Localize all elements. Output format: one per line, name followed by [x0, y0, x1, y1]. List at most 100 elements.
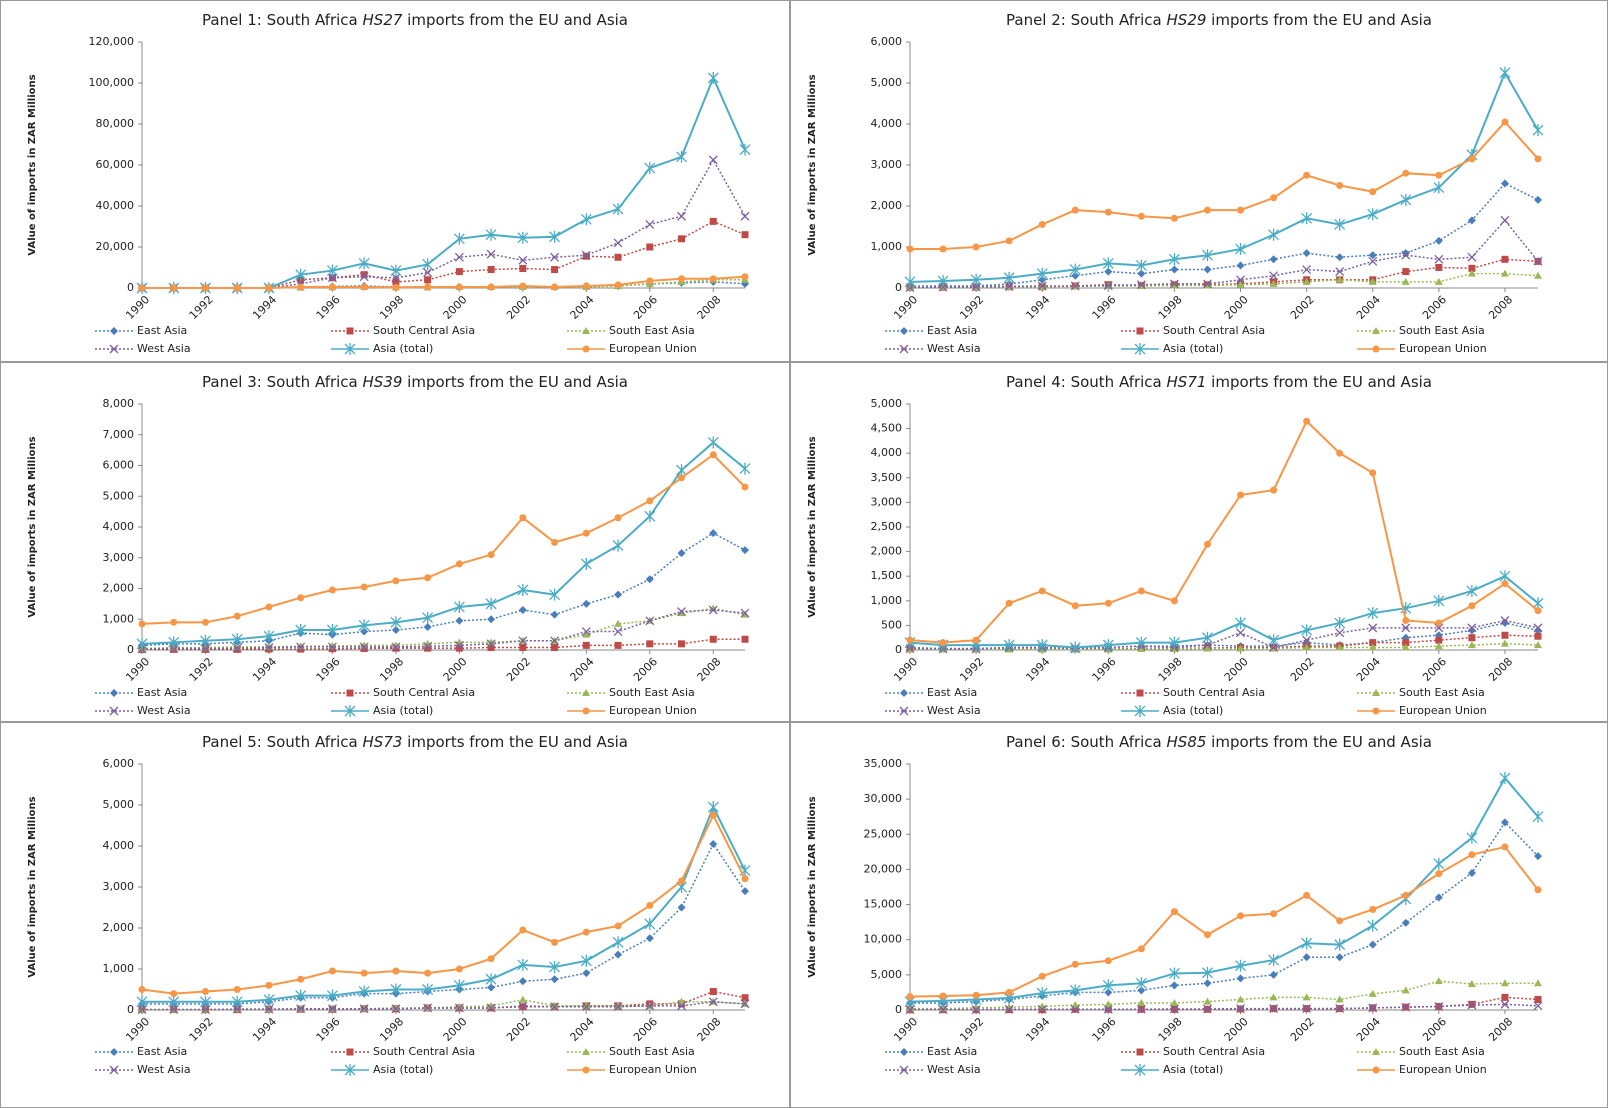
marker: [549, 960, 561, 973]
marker: [551, 938, 559, 946]
marker: [1269, 271, 1279, 281]
marker: [677, 549, 686, 558]
legend-marker: [344, 705, 356, 717]
marker: [614, 922, 622, 930]
marker: [485, 973, 497, 986]
x-tick-label: 1998: [1156, 293, 1185, 322]
marker: [612, 203, 624, 216]
marker: [231, 995, 243, 1008]
title-part: HS27: [363, 11, 408, 29]
marker: [1534, 626, 1542, 635]
marker: [582, 969, 591, 978]
y-tick-label: 3,000: [103, 880, 135, 893]
marker: [550, 636, 560, 646]
marker: [1501, 255, 1509, 263]
legend-marker: [1136, 1048, 1144, 1056]
marker: [1532, 810, 1544, 823]
title-part: imports from the EU and Asia: [1211, 373, 1432, 391]
title-part: HS39: [363, 373, 408, 391]
marker: [645, 219, 655, 229]
marker: [358, 619, 370, 632]
x-tick-label: 1994: [250, 1015, 279, 1044]
marker: [422, 611, 434, 624]
marker: [1137, 269, 1146, 278]
marker: [485, 228, 497, 241]
marker: [582, 252, 590, 260]
panel-title: Panel 1: South Africa HS27 imports from …: [202, 11, 628, 29]
marker: [1071, 206, 1079, 214]
marker: [972, 243, 980, 251]
legend-label: Asia (total): [1163, 704, 1223, 717]
marker: [1467, 1000, 1477, 1010]
x-tick-label: 1994: [250, 655, 279, 684]
marker: [1302, 277, 1311, 285]
marker: [707, 801, 719, 814]
y-tick-label: 3,500: [871, 471, 903, 484]
title-part: imports from the EU and Asia: [1211, 733, 1432, 751]
marker: [972, 991, 980, 999]
y-tick-label: 35,000: [864, 757, 903, 770]
marker: [972, 636, 980, 644]
marker: [1335, 995, 1344, 1003]
marker: [1467, 216, 1476, 225]
marker: [1500, 269, 1509, 277]
title-part: Panel 3: South Africa: [202, 373, 363, 391]
title-part: imports from the EU and Asia: [407, 373, 628, 391]
marker: [1102, 979, 1114, 992]
marker: [1302, 265, 1312, 275]
x-tick-label: 2000: [441, 1015, 470, 1044]
marker: [391, 273, 401, 283]
marker: [1336, 182, 1344, 189]
series-line: [141, 453, 746, 625]
x-tick-label: 1998: [1156, 1015, 1185, 1044]
marker: [1468, 602, 1476, 610]
marker: [1433, 594, 1445, 607]
marker: [518, 636, 528, 646]
x-tick-label: 2006: [1420, 293, 1449, 322]
marker: [1069, 263, 1081, 276]
legend-label: European Union: [1399, 1063, 1487, 1076]
y-tick-label: 5,000: [103, 489, 135, 502]
marker: [1434, 642, 1443, 650]
series-line: [909, 575, 1539, 649]
marker: [328, 586, 336, 594]
legend-marker: [1134, 705, 1146, 717]
title-part: Panel 2: South Africa: [1006, 11, 1167, 29]
marker: [1303, 891, 1311, 899]
marker: [486, 1003, 496, 1013]
marker: [1368, 256, 1378, 266]
series-line: [142, 220, 746, 289]
marker: [201, 284, 209, 292]
marker: [1534, 979, 1542, 987]
marker: [264, 1004, 274, 1014]
legend-label: South East Asia: [1399, 1045, 1485, 1058]
marker: [1369, 188, 1377, 196]
marker: [1270, 486, 1278, 494]
marker: [1302, 643, 1311, 651]
marker: [390, 616, 402, 629]
marker: [1170, 998, 1179, 1006]
marker: [1367, 607, 1379, 620]
marker: [295, 268, 307, 281]
legend-label: South Central Asia: [1163, 324, 1265, 337]
marker: [1003, 271, 1015, 284]
marker: [1269, 643, 1279, 652]
marker: [1235, 616, 1246, 629]
marker: [741, 994, 749, 1002]
marker: [1038, 587, 1046, 595]
marker: [1103, 1004, 1113, 1014]
series-line: [910, 821, 1539, 1004]
marker: [740, 211, 750, 221]
series-line: [909, 619, 1539, 650]
marker: [1534, 607, 1542, 615]
marker: [328, 967, 336, 975]
legend-label: South East Asia: [609, 686, 695, 699]
marker: [1401, 623, 1411, 633]
x-tick-label: 2004: [1354, 1015, 1383, 1044]
marker: [1135, 259, 1147, 272]
marker: [644, 162, 656, 175]
marker: [646, 243, 654, 251]
marker: [1402, 169, 1410, 177]
x-tick-label: 2000: [441, 293, 470, 322]
series-line: [142, 275, 746, 289]
